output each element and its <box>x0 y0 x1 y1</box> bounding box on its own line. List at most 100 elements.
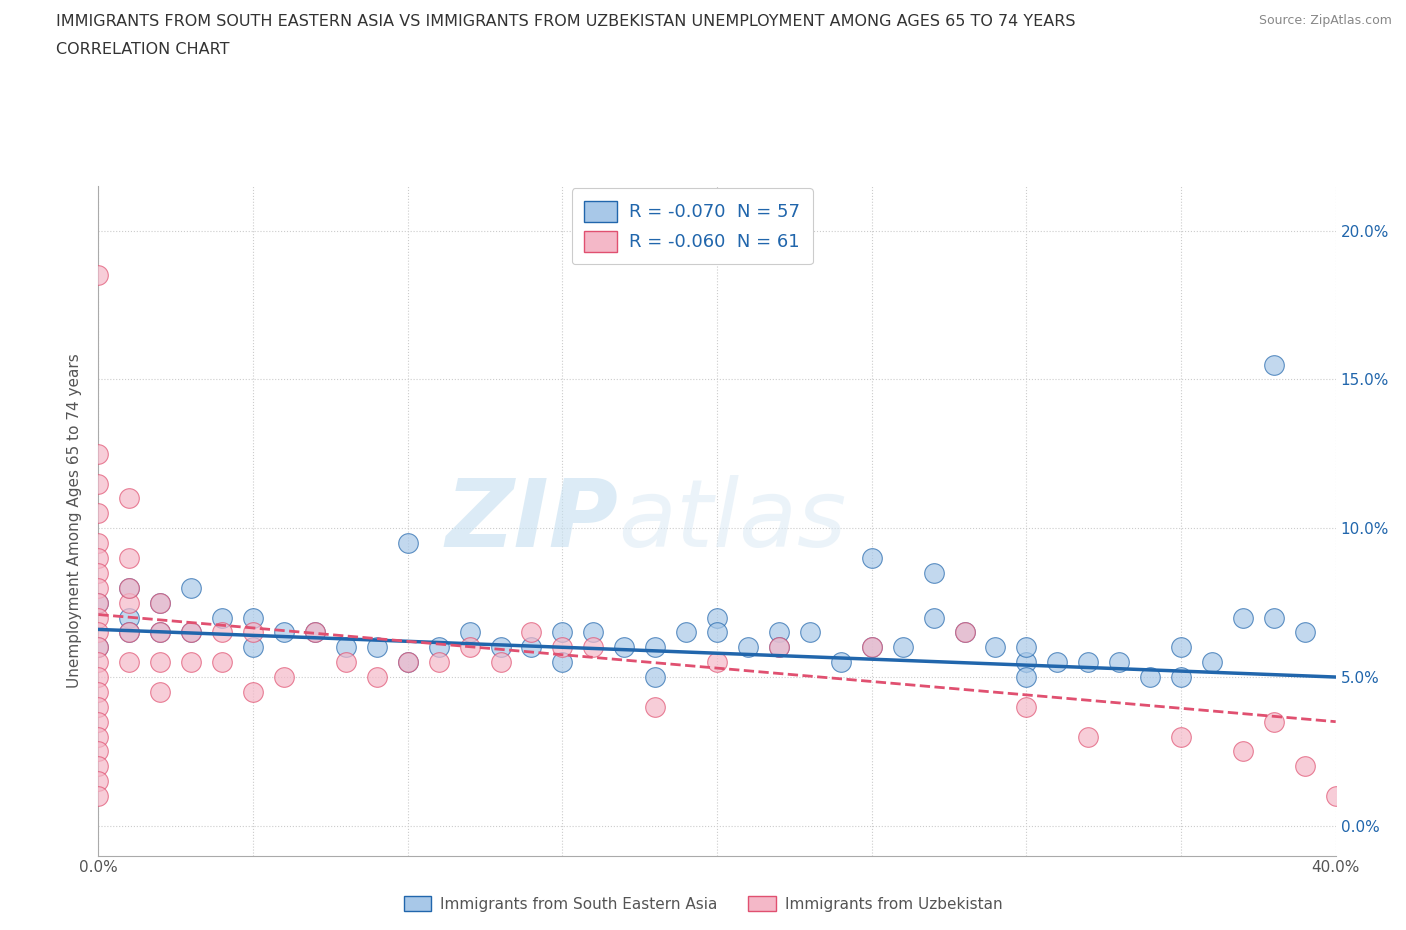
Point <box>582 640 605 655</box>
Point <box>768 640 790 655</box>
Point <box>737 640 759 655</box>
Point <box>180 625 202 640</box>
Point <box>1170 729 1192 744</box>
Point <box>149 595 172 610</box>
Point <box>87 684 110 699</box>
Point <box>149 625 172 640</box>
Point <box>1232 610 1254 625</box>
Point <box>860 640 883 655</box>
Point <box>520 640 543 655</box>
Point <box>891 640 914 655</box>
Point <box>87 580 110 595</box>
Point <box>304 625 326 640</box>
Point <box>87 610 110 625</box>
Point <box>118 580 141 595</box>
Point <box>242 625 264 640</box>
Point <box>118 491 141 506</box>
Point <box>644 699 666 714</box>
Point <box>953 625 976 640</box>
Point <box>211 610 233 625</box>
Text: ZIP: ZIP <box>446 475 619 566</box>
Point <box>87 699 110 714</box>
Point <box>87 268 110 283</box>
Point <box>768 625 790 640</box>
Point <box>1015 655 1038 670</box>
Text: atlas: atlas <box>619 475 846 566</box>
Point <box>335 655 357 670</box>
Point <box>520 625 543 640</box>
Point <box>1170 670 1192 684</box>
Point <box>87 774 110 789</box>
Point <box>87 595 110 610</box>
Point <box>211 655 233 670</box>
Point <box>149 625 172 640</box>
Point <box>922 610 945 625</box>
Point <box>1015 640 1038 655</box>
Point <box>1077 655 1099 670</box>
Point <box>1263 714 1285 729</box>
Point <box>87 476 110 491</box>
Legend: Immigrants from South Eastern Asia, Immigrants from Uzbekistan: Immigrants from South Eastern Asia, Immi… <box>398 889 1008 918</box>
Point <box>87 655 110 670</box>
Point <box>87 640 110 655</box>
Point <box>118 580 141 595</box>
Point <box>180 655 202 670</box>
Point <box>335 640 357 655</box>
Point <box>396 655 419 670</box>
Point <box>1263 610 1285 625</box>
Point <box>1170 640 1192 655</box>
Point <box>1015 699 1038 714</box>
Point <box>675 625 697 640</box>
Point <box>1263 357 1285 372</box>
Point <box>489 655 512 670</box>
Point <box>273 670 295 684</box>
Point <box>984 640 1007 655</box>
Point <box>87 789 110 804</box>
Point <box>582 625 605 640</box>
Point <box>396 536 419 551</box>
Point <box>87 536 110 551</box>
Point <box>180 580 202 595</box>
Point <box>644 670 666 684</box>
Point <box>1232 744 1254 759</box>
Point <box>613 640 636 655</box>
Point <box>87 714 110 729</box>
Point <box>118 551 141 565</box>
Point <box>87 759 110 774</box>
Point <box>118 625 141 640</box>
Point <box>860 551 883 565</box>
Point <box>87 595 110 610</box>
Point <box>118 610 141 625</box>
Point <box>551 640 574 655</box>
Point <box>768 640 790 655</box>
Point <box>149 595 172 610</box>
Point <box>180 625 202 640</box>
Point <box>87 744 110 759</box>
Point <box>87 670 110 684</box>
Point <box>1077 729 1099 744</box>
Point <box>427 655 450 670</box>
Point <box>118 625 141 640</box>
Point <box>551 655 574 670</box>
Point <box>458 640 481 655</box>
Point <box>922 565 945 580</box>
Point <box>242 610 264 625</box>
Point <box>427 640 450 655</box>
Point <box>860 640 883 655</box>
Point <box>242 684 264 699</box>
Point <box>118 595 141 610</box>
Point <box>799 625 821 640</box>
Point <box>830 655 852 670</box>
Text: IMMIGRANTS FROM SOUTH EASTERN ASIA VS IMMIGRANTS FROM UZBEKISTAN UNEMPLOYMENT AM: IMMIGRANTS FROM SOUTH EASTERN ASIA VS IM… <box>56 14 1076 29</box>
Point <box>211 625 233 640</box>
Point <box>149 684 172 699</box>
Text: CORRELATION CHART: CORRELATION CHART <box>56 42 229 57</box>
Point <box>1294 759 1316 774</box>
Point <box>304 625 326 640</box>
Text: Source: ZipAtlas.com: Source: ZipAtlas.com <box>1258 14 1392 27</box>
Point <box>489 640 512 655</box>
Point <box>1015 670 1038 684</box>
Point <box>273 625 295 640</box>
Point <box>87 565 110 580</box>
Point <box>366 640 388 655</box>
